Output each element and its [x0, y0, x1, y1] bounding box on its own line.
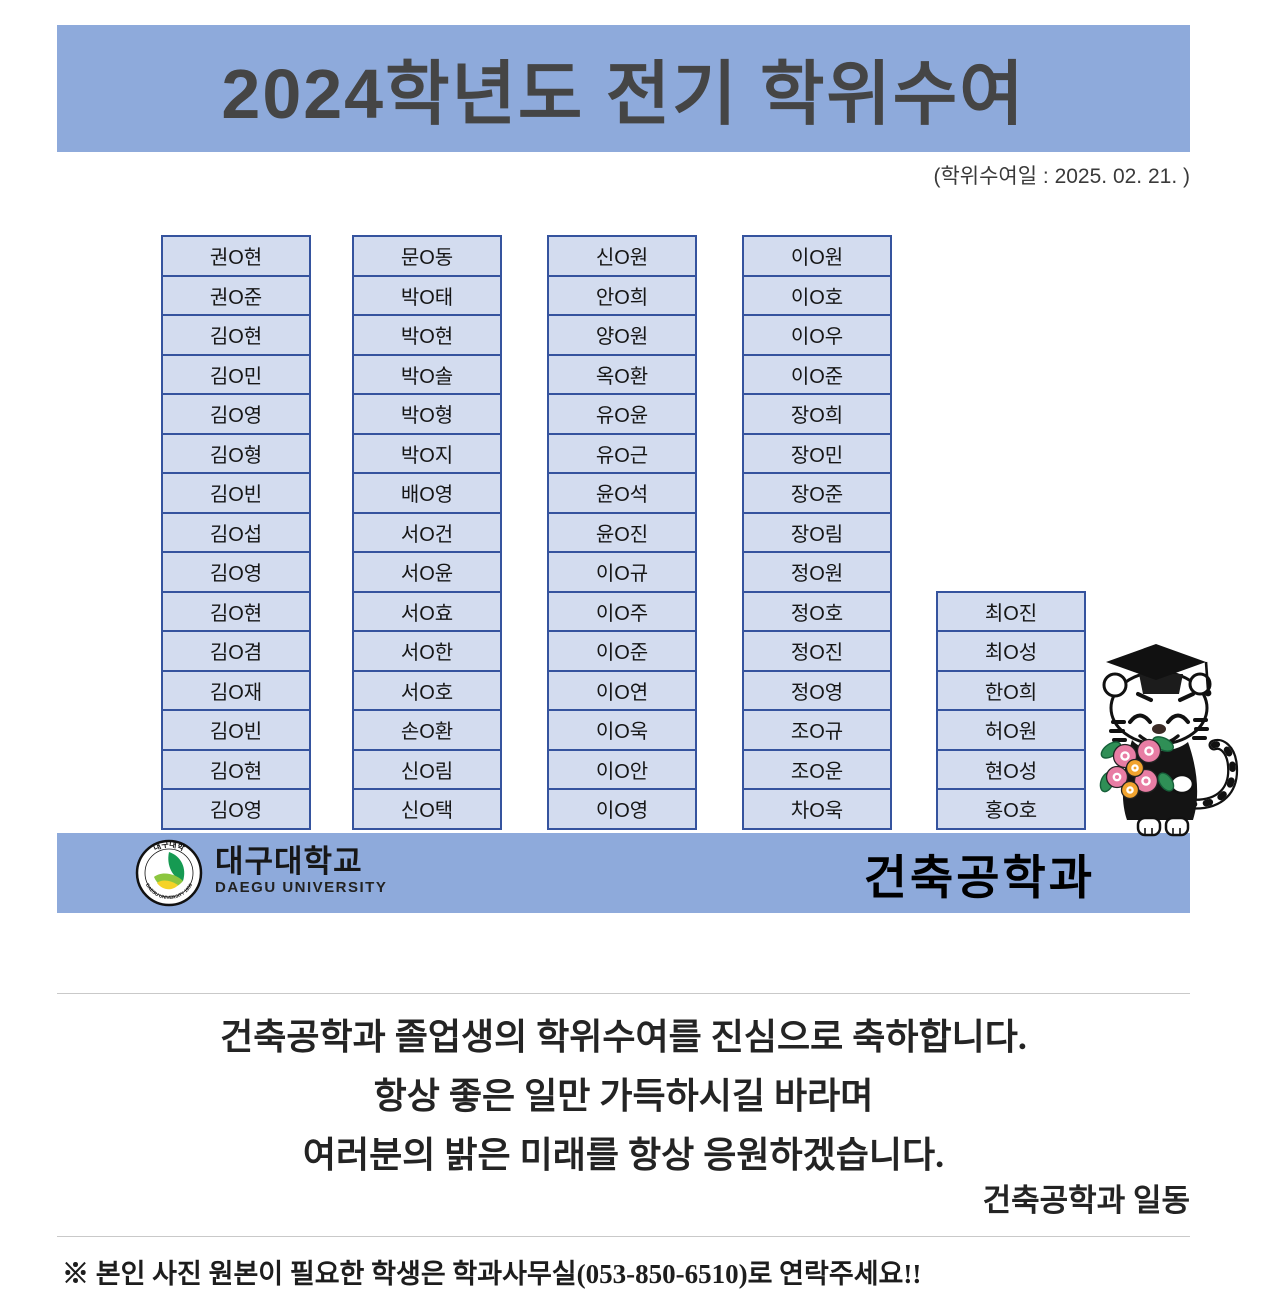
- graduate-name-cell: 양O원: [547, 314, 697, 356]
- graduate-name-cell: 박O솔: [352, 353, 502, 395]
- graduate-name-cell: 이O욱: [547, 709, 697, 751]
- graduate-name-cell: 이O우: [742, 314, 892, 356]
- graduate-name-cell: 김O섭: [161, 511, 311, 553]
- graduate-name-cell: 이O연: [547, 669, 697, 711]
- signature: 건축공학과 일동: [982, 1183, 1190, 1218]
- graduate-name-cell: 정O호: [742, 590, 892, 632]
- university-name-block: 대구대학교 DAEGU UNIVERSITY: [215, 845, 387, 897]
- name-column-3: 신O원 안O희 양O원 옥O환 유O윤 유O근 윤O석 윤O진 이O규 이O주 이O준 이O연 이O욱 이…: [547, 235, 697, 830]
- graduate-name-cell: 최O성: [936, 630, 1086, 672]
- university-emblem-icon: 대구대학 DAEGU UNIVERSITY 1956: [135, 839, 203, 907]
- graduate-name-cell: 조O규: [742, 709, 892, 751]
- daegu-university-logo: 대구대학 DAEGU UNIVERSITY 1956: [135, 839, 203, 907]
- contact-note: ※ 본인 사진 원본이 필요한 학생은 학과사무실(053-850-6510)로…: [62, 1259, 922, 1289]
- graduate-name-cell: 홍O호: [936, 788, 1086, 830]
- graduate-name-cell: 안O희: [547, 274, 697, 316]
- graduate-name-cell: 한O희: [936, 669, 1086, 711]
- graduate-name-cell: 김O영: [161, 551, 311, 593]
- graduate-name-cell: 서O효: [352, 590, 502, 632]
- graduate-name-cell: 김O현: [161, 590, 311, 632]
- graduate-name-cell: 유O윤: [547, 393, 697, 435]
- tiger-graduate-mascot: [1094, 632, 1258, 838]
- university-name-kr: 대구대학교: [215, 844, 363, 879]
- university-name-en: DAEGU UNIVERSITY: [215, 879, 388, 896]
- graduate-name-cell: 정O진: [742, 630, 892, 672]
- graduate-name-cell: 김O빈: [161, 709, 311, 751]
- graduate-name-cell: 박O현: [352, 314, 502, 356]
- graduate-name-cell: 이O준: [547, 630, 697, 672]
- graduate-name-cell: 이O안: [547, 748, 697, 790]
- graduate-name-cell: 장O희: [742, 393, 892, 435]
- graduate-name-cell: 김O형: [161, 432, 311, 474]
- graduate-name-cell: 유O근: [547, 432, 697, 474]
- graduate-name-cell: 윤O석: [547, 472, 697, 514]
- graduate-name-cell: 김O영: [161, 393, 311, 435]
- graduate-name-cell: 김O현: [161, 314, 311, 356]
- graduate-name-cell: 김O민: [161, 353, 311, 395]
- graduate-name-cell: 손O환: [352, 709, 502, 751]
- graduate-name-cell: 김O겸: [161, 630, 311, 672]
- graduate-name-cell: 권O준: [161, 274, 311, 316]
- divider-top: [57, 993, 1190, 994]
- graduate-name-cell: 윤O진: [547, 511, 697, 553]
- graduate-name-cell: 장O림: [742, 511, 892, 553]
- conferral-date: (학위수여일 : 2025. 02. 21. ): [933, 165, 1190, 188]
- graduate-name-cell: 배O영: [352, 472, 502, 514]
- graduate-name-cell: 김O현: [161, 748, 311, 790]
- graduate-name-cell: 신O원: [547, 235, 697, 277]
- graduate-name-cell: 장O민: [742, 432, 892, 474]
- graduate-name-cell: 박O지: [352, 432, 502, 474]
- graduate-name-cell: 신O림: [352, 748, 502, 790]
- message-line-1: 건축공학과 졸업생의 학위수여를 진심으로 축하합니다.: [220, 1017, 1027, 1057]
- name-column-1: 권O현 권O준 김O현 김O민 김O영 김O형 김O빈 김O섭 김O영 김O현 김O겸 김O재 김O빈 김…: [161, 235, 311, 830]
- graduate-name-cell: 이O준: [742, 353, 892, 395]
- divider-bottom: [57, 1236, 1190, 1237]
- graduate-name-cell: 서O윤: [352, 551, 502, 593]
- graduate-name-cell: 서O건: [352, 511, 502, 553]
- tiger-mascot-icon: [1099, 644, 1239, 837]
- graduate-name-cell: 현O성: [936, 748, 1086, 790]
- graduate-name-cell: 옥O환: [547, 353, 697, 395]
- graduate-name-cell: 박O형: [352, 393, 502, 435]
- graduate-name-cell: 서O한: [352, 630, 502, 672]
- graduate-name-cell: 이O원: [742, 235, 892, 277]
- graduate-name-cell: 박O태: [352, 274, 502, 316]
- footer-bar: 대구대학 DAEGU UNIVERSITY 1956 대구대학교 DAEGU U…: [57, 833, 1190, 913]
- graduate-name-cell: 최O진: [936, 590, 1086, 632]
- department-name: 건축공학과: [863, 850, 1095, 904]
- graduate-name-cell: 정O원: [742, 551, 892, 593]
- name-column-4: 이O원 이O호 이O우 이O준 장O희 장O민 장O준 장O림 정O원 정O호 정O진 정O영 조O규 조…: [742, 235, 892, 830]
- graduate-name-cell: 이O주: [547, 590, 697, 632]
- graduate-name-cell: 정O영: [742, 669, 892, 711]
- graduate-name-cell: 김O영: [161, 788, 311, 830]
- message-line-2: 항상 좋은 일만 가득하시길 바라며: [373, 1076, 874, 1116]
- graduate-name-cell: 김O재: [161, 669, 311, 711]
- graduate-name-cell: 문O동: [352, 235, 502, 277]
- graduate-name-cell: 조O운: [742, 748, 892, 790]
- page-title: 2024학년도 전기 학위수여: [221, 55, 1026, 133]
- name-column-5: 최O진 최O성 한O희 허O원 현O성 홍O호: [936, 590, 1086, 830]
- congratulation-message: 건축공학과 졸업생의 학위수여를 진심으로 축하합니다. 항상 좋은 일만 가득…: [57, 1008, 1190, 1185]
- message-line-3: 여러분의 밝은 미래를 항상 응원하겠습니다.: [302, 1135, 945, 1175]
- graduate-name-cell: 이O규: [547, 551, 697, 593]
- graduate-name-cell: 이O영: [547, 788, 697, 830]
- graduate-name-cell: 차O욱: [742, 788, 892, 830]
- graduate-name-cell: 신O택: [352, 788, 502, 830]
- graduate-name-cell: 서O호: [352, 669, 502, 711]
- graduate-name-cell: 장O준: [742, 472, 892, 514]
- graduate-name-cell: 이O호: [742, 274, 892, 316]
- graduate-name-cell: 권O현: [161, 235, 311, 277]
- name-column-2: 문O동 박O태 박O현 박O솔 박O형 박O지 배O영 서O건 서O윤 서O효 서O한 서O호 손O환 신…: [352, 235, 502, 830]
- header-band: 2024학년도 전기 학위수여: [57, 25, 1190, 152]
- graduate-name-cell: 허O원: [936, 709, 1086, 751]
- graduate-name-cell: 김O빈: [161, 472, 311, 514]
